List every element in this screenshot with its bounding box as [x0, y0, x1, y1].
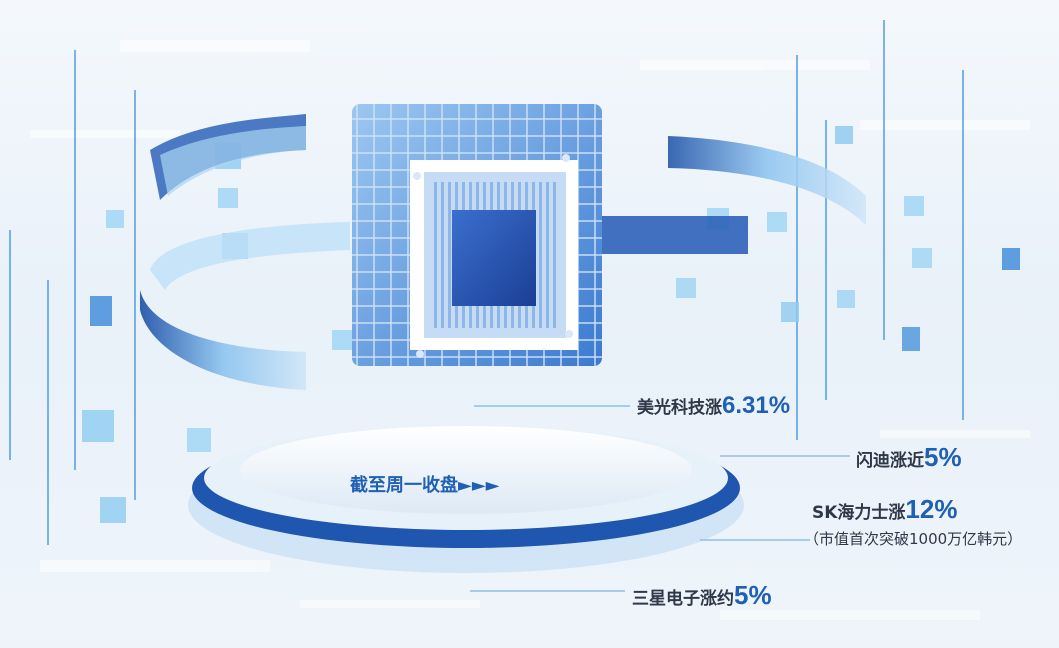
sk-hynix-note: （市值首次突破1000万亿韩元） [804, 530, 1023, 548]
sk-hynix-change: 12% [905, 494, 958, 524]
vertical-light-lines [9, 20, 964, 545]
samsung-label: 三星电子涨约5% [632, 580, 772, 610]
play-arrows-icon: ►►► [458, 475, 500, 496]
sandisk-label: 闪迪涨近5% [856, 442, 962, 472]
platform-disc [188, 426, 744, 573]
glass-ring-front-left [140, 290, 306, 390]
micron-change: 6.31% [722, 392, 791, 419]
glass-ring-back [150, 114, 866, 290]
leader-lines [470, 405, 850, 592]
samsung-change: 5% [734, 580, 772, 610]
platform-caption: 截至周一收盘►►► [350, 475, 500, 496]
chip [352, 104, 602, 366]
background-circuit-blocks [30, 40, 1030, 620]
sandisk-change: 5% [924, 442, 962, 472]
sk-hynix-label: SK海力士涨12% [812, 494, 958, 524]
micron-label: 美光科技涨6.31% [637, 392, 791, 419]
